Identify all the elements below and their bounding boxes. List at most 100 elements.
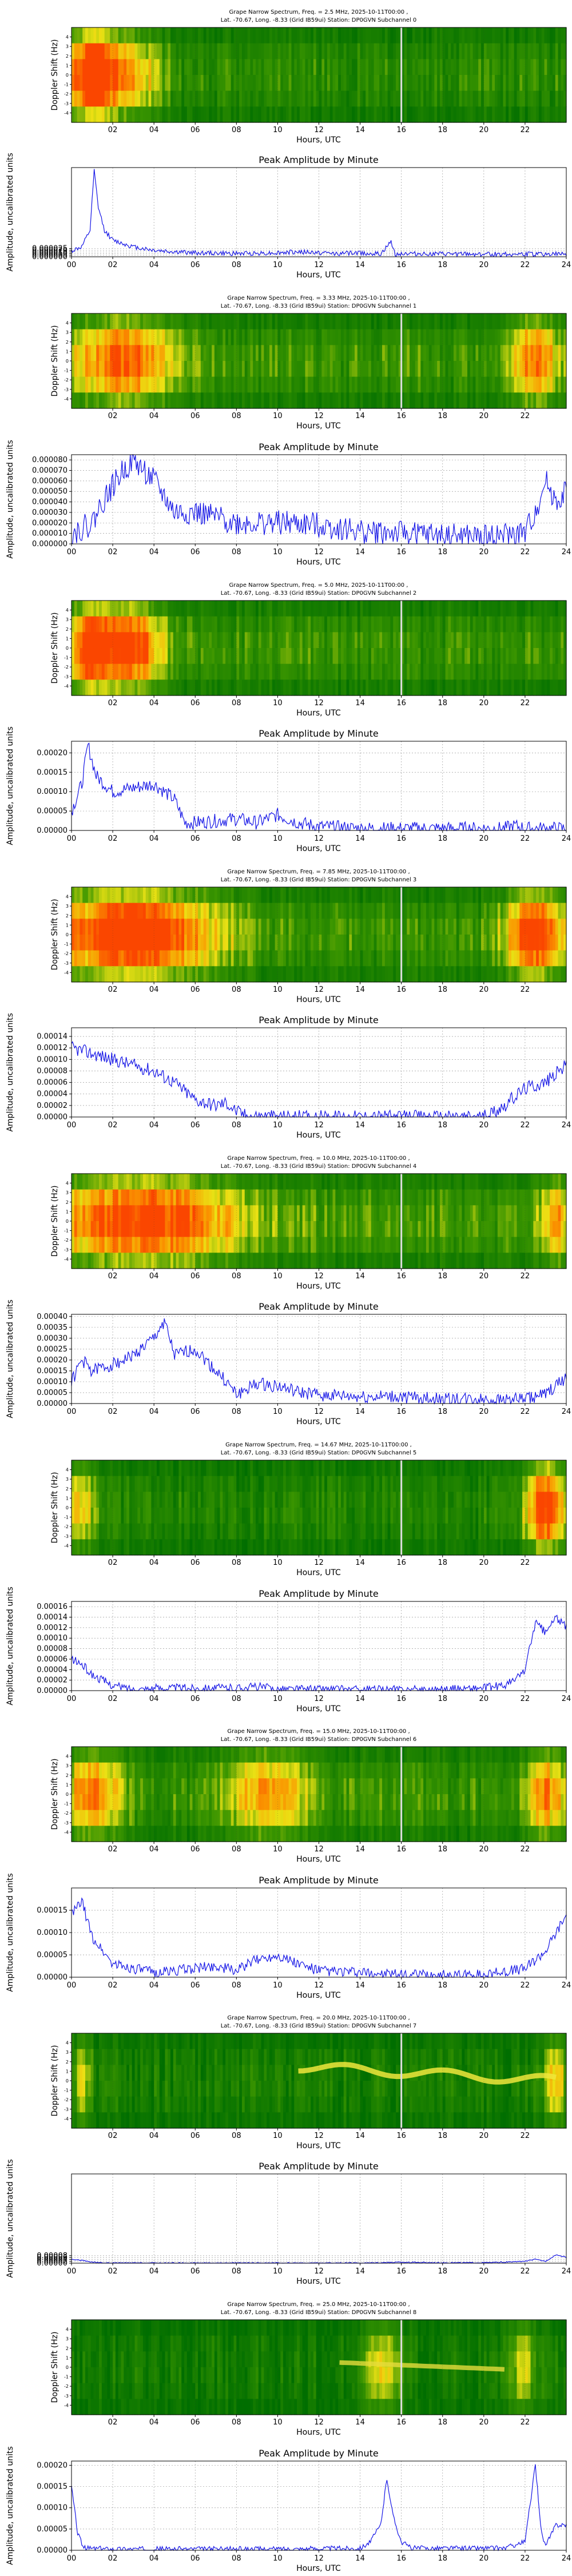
heatmap-cell xyxy=(245,648,248,664)
heatmap-cell xyxy=(135,1253,138,1269)
heatmap-cell xyxy=(149,91,152,107)
heatmap-cell xyxy=(464,91,467,107)
heatmap-cell xyxy=(88,679,91,695)
heatmap-cell xyxy=(269,361,272,377)
heatmap-cell xyxy=(154,617,157,633)
heatmap-cell xyxy=(160,935,162,951)
heatmap-cell xyxy=(294,648,297,664)
heatmap-cell xyxy=(149,935,152,951)
heatmap-cell xyxy=(102,377,105,393)
heatmap-cell xyxy=(498,313,500,329)
heatmap-cell xyxy=(118,106,121,122)
heatmap-cell xyxy=(492,664,495,680)
heatmap-cell xyxy=(225,106,228,122)
heatmap-cell xyxy=(311,903,313,919)
heatmap-cell xyxy=(184,935,187,951)
heatmap-cell xyxy=(454,377,456,393)
heatmap-cell xyxy=(514,632,517,648)
heatmap-cell xyxy=(267,345,269,361)
heatmap-cell xyxy=(256,664,259,680)
heatmap-cell xyxy=(393,106,396,122)
heatmap-cell xyxy=(214,648,217,664)
heatmap-cell xyxy=(376,966,379,982)
heatmap-cell xyxy=(492,632,495,648)
heatmap-cell xyxy=(118,75,121,91)
heatmap-cell xyxy=(85,313,88,329)
heatmap-cell xyxy=(93,648,96,664)
heatmap-cell xyxy=(338,27,341,43)
heatmap-cell xyxy=(162,935,165,951)
heatmap-cell xyxy=(259,935,261,951)
heatmap-cell xyxy=(352,43,355,59)
heatmap-cell xyxy=(366,887,368,903)
heatmap-cell xyxy=(129,1221,132,1237)
heatmap-cell xyxy=(269,617,272,633)
heatmap-cell xyxy=(99,887,102,903)
heatmap-cell xyxy=(192,648,195,664)
heatmap-cell xyxy=(217,887,220,903)
heatmap-cell xyxy=(228,27,231,43)
heatmap-cell xyxy=(475,679,478,695)
heatmap-cell xyxy=(492,601,495,617)
heatmap-cell xyxy=(184,919,187,935)
heatmap-cell xyxy=(242,887,245,903)
heatmap-cell xyxy=(404,903,407,919)
heatmap-cell xyxy=(443,903,446,919)
heatmap-cell xyxy=(558,392,561,408)
heatmap-cell xyxy=(88,377,91,393)
heatmap-cell xyxy=(206,345,209,361)
heatmap-cell xyxy=(72,966,74,982)
heatmap-cell xyxy=(300,632,303,648)
heatmap-cell xyxy=(517,361,520,377)
heatmap-cell xyxy=(231,664,234,680)
heatmap-cell xyxy=(514,951,517,967)
heatmap-cell xyxy=(478,632,481,648)
heatmap-cell xyxy=(82,377,85,393)
heatmap-cell xyxy=(464,935,467,951)
heatmap-cell xyxy=(209,951,212,967)
heatmap-cell xyxy=(149,392,152,408)
heatmap-cell xyxy=(495,75,498,91)
heatmap-cell xyxy=(154,75,157,91)
heatmap-cell xyxy=(347,106,349,122)
heatmap-cell xyxy=(118,313,121,329)
heatmap-cell xyxy=(456,601,459,617)
heatmap-cell xyxy=(341,951,344,967)
heatmap-cell xyxy=(170,632,173,648)
heatmap-cell xyxy=(126,903,129,919)
heatmap-cell xyxy=(116,1205,118,1221)
heatmap-cell xyxy=(324,313,327,329)
heatmap-cell xyxy=(220,361,223,377)
heatmap-cell xyxy=(484,27,487,43)
heatmap-cell xyxy=(220,951,223,967)
heatmap-cell xyxy=(88,59,91,75)
heatmap-cell xyxy=(561,27,563,43)
y-tick-label: -4 xyxy=(64,110,69,116)
heatmap-cell xyxy=(379,679,382,695)
heatmap-cell xyxy=(206,377,209,393)
x-tick-label: 12 xyxy=(314,699,324,707)
heatmap-cell xyxy=(374,377,377,393)
heatmap-cell xyxy=(454,392,456,408)
heatmap-cell xyxy=(93,377,96,393)
heatmap-cell xyxy=(429,919,432,935)
heatmap-cell xyxy=(390,951,393,967)
heatmap-cell xyxy=(410,919,412,935)
heatmap-cell xyxy=(498,632,500,648)
heatmap-cell xyxy=(319,951,322,967)
heatmap-cell xyxy=(116,59,118,75)
heatmap-cell xyxy=(464,329,467,345)
heatmap-cell xyxy=(349,951,352,967)
heatmap-cell xyxy=(347,329,349,345)
heatmap-cell xyxy=(236,919,239,935)
heatmap-cell xyxy=(374,106,377,122)
heatmap-cell xyxy=(514,345,517,361)
heatmap-cell xyxy=(280,75,283,91)
heatmap-cell xyxy=(542,903,545,919)
heatmap-cell xyxy=(275,43,278,59)
heatmap-cell xyxy=(80,648,82,664)
heatmap-cell xyxy=(473,679,476,695)
heatmap-cell xyxy=(113,59,116,75)
heatmap-cell xyxy=(321,59,324,75)
heatmap-cell xyxy=(157,935,160,951)
